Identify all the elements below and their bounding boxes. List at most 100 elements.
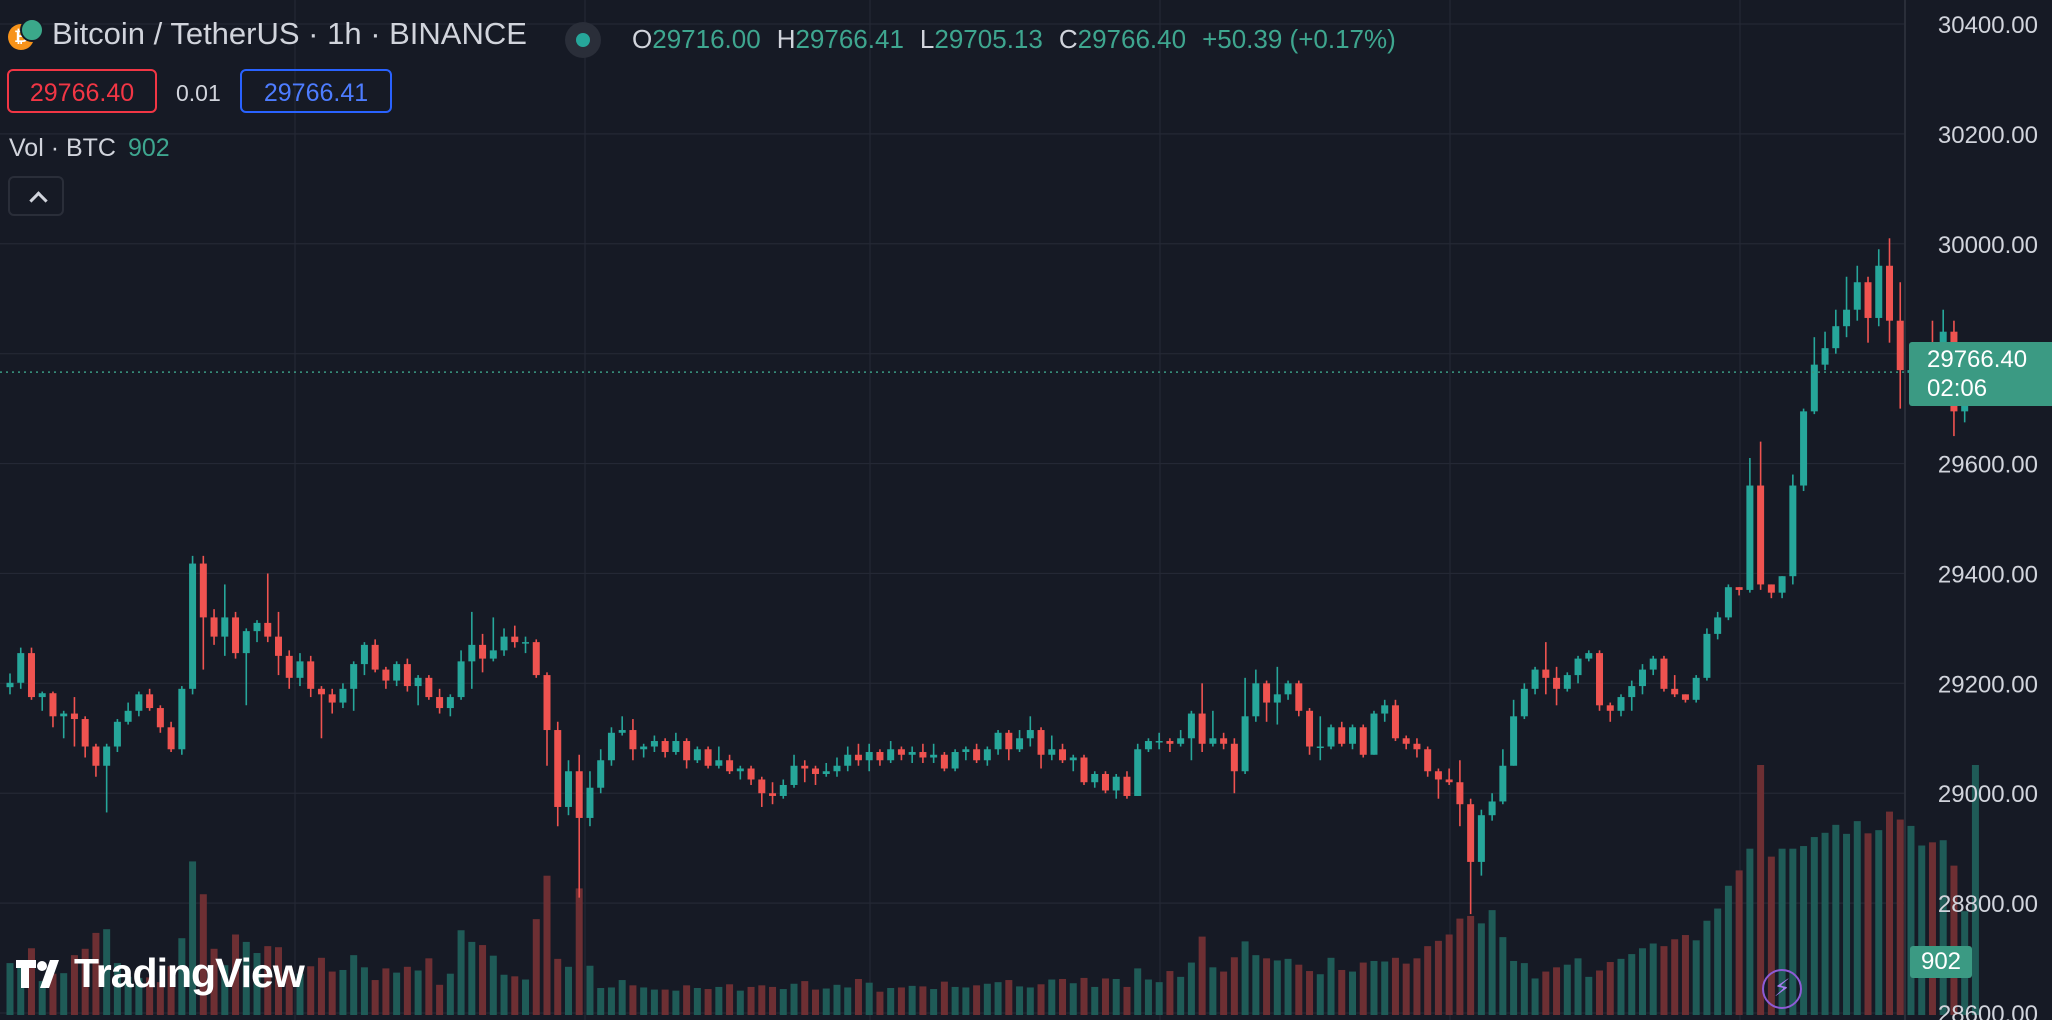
- candle-body: [1499, 765, 1507, 802]
- volume-bar: [983, 983, 991, 1015]
- candle-body: [371, 644, 379, 670]
- volume-bar: [554, 958, 562, 1015]
- candle-body: [758, 779, 766, 794]
- candle-body: [1477, 815, 1485, 862]
- candle-body: [1875, 265, 1883, 318]
- tradingview-logo-text: TradingView: [74, 950, 305, 996]
- volume-bar: [973, 985, 981, 1015]
- volume-bar: [1187, 962, 1195, 1015]
- candle-body: [1316, 746, 1324, 749]
- candle-body: [393, 664, 401, 681]
- candle-body: [1048, 749, 1056, 755]
- volume-bar: [769, 986, 777, 1015]
- volume-bar: [275, 947, 282, 1015]
- candle-body: [1026, 730, 1034, 739]
- candle-body: [1520, 688, 1528, 717]
- candle-body: [446, 697, 454, 709]
- candle-body: [693, 749, 701, 761]
- candle-body: [973, 749, 981, 761]
- volume-bar: [414, 970, 422, 1015]
- symbol-title[interactable]: Bitcoin / TetherUS · 1h · BINANCE: [52, 16, 527, 51]
- volume-bar: [564, 966, 572, 1015]
- candle-body: [1230, 743, 1238, 772]
- candle-body: [500, 636, 508, 651]
- volume-bar: [1875, 830, 1883, 1015]
- candle-body: [1220, 738, 1228, 744]
- volume-bar: [1316, 974, 1324, 1015]
- volume-bar: [1091, 986, 1099, 1015]
- volume-bar: [296, 973, 304, 1015]
- volume-bar: [1649, 943, 1657, 1015]
- volume-bar: [1338, 969, 1346, 1015]
- volume-bar: [425, 958, 433, 1015]
- volume-bar: [1059, 978, 1067, 1015]
- candle-body: [210, 617, 218, 637]
- candle-body: [908, 752, 916, 755]
- volume-bar: [994, 982, 1002, 1015]
- grid: [0, 0, 1906, 1020]
- volume-bar: [1080, 977, 1088, 1015]
- candle-body: [564, 771, 572, 807]
- candle-body: [1563, 675, 1571, 689]
- volume-bar: [897, 987, 905, 1015]
- candle-body: [92, 746, 100, 766]
- candle-body: [1402, 738, 1410, 744]
- market-status-icon[interactable]: [565, 22, 601, 58]
- volume-bar: [92, 932, 100, 1015]
- candle-body: [1198, 713, 1206, 744]
- volume-bar: [1563, 964, 1571, 1015]
- candle-body: [1424, 749, 1432, 772]
- tether-icon: [20, 18, 44, 42]
- price-tick-label: 29200.00: [1938, 671, 2038, 698]
- collapse-legend-button[interactable]: [8, 176, 64, 216]
- volume-bar: [672, 990, 680, 1015]
- volume-bar: [27, 948, 35, 1015]
- volume-bar: [1155, 982, 1163, 1015]
- volume-bar: [350, 955, 358, 1015]
- candle-body: [1359, 727, 1367, 755]
- candle-body: [1810, 364, 1818, 412]
- volume-bar: [1123, 986, 1131, 1015]
- volume-bar: [1069, 983, 1077, 1015]
- volume-bar: [1252, 955, 1260, 1015]
- candle-body: [221, 617, 229, 637]
- volume-bar: [1520, 963, 1528, 1015]
- volume-bar: [1585, 976, 1593, 1015]
- volume-bar: [242, 941, 250, 1015]
- tradingview-logo[interactable]: TradingView: [14, 950, 305, 997]
- candle-body: [1263, 683, 1271, 703]
- volume-value: 902: [127, 134, 170, 162]
- volume-bar: [1209, 967, 1217, 1015]
- volume-bar: [113, 963, 121, 1015]
- candle-body: [1059, 749, 1067, 761]
- volume-bar: [1950, 865, 1958, 1015]
- volume-bar: [1660, 946, 1668, 1015]
- last-price-tag: 29766.40 02:06: [1909, 342, 2052, 406]
- candle-body: [962, 749, 970, 753]
- price-tick-label: 30000.00: [1938, 232, 2038, 259]
- volume-bar: [6, 963, 14, 1015]
- price-tick-label: 29400.00: [1938, 561, 2038, 588]
- candle-body: [1757, 485, 1765, 585]
- volume-bar: [1434, 940, 1442, 1015]
- spread-value: 0.01: [176, 80, 221, 106]
- volume-bar: [1391, 957, 1399, 1015]
- buy-button[interactable]: 29766.41: [240, 69, 392, 113]
- high-value: 29766.41: [795, 24, 904, 54]
- volume-bar: [1638, 948, 1646, 1015]
- candle-body: [1445, 779, 1453, 783]
- volume-bar: [543, 875, 551, 1015]
- lightning-icon[interactable]: ⚡: [1762, 969, 1802, 1009]
- volume-bar: [1134, 968, 1142, 1015]
- sell-button[interactable]: 29766.40: [7, 69, 157, 113]
- candle-body: [1789, 485, 1797, 577]
- volume-bar: [1628, 954, 1636, 1015]
- volume-bar: [178, 938, 186, 1015]
- volume-bar: [1896, 819, 1904, 1015]
- candle-body: [1349, 727, 1356, 744]
- volume-bar: [1531, 978, 1539, 1015]
- candle-body: [1703, 633, 1711, 678]
- candle-body: [328, 694, 336, 703]
- open-label: O: [632, 24, 653, 54]
